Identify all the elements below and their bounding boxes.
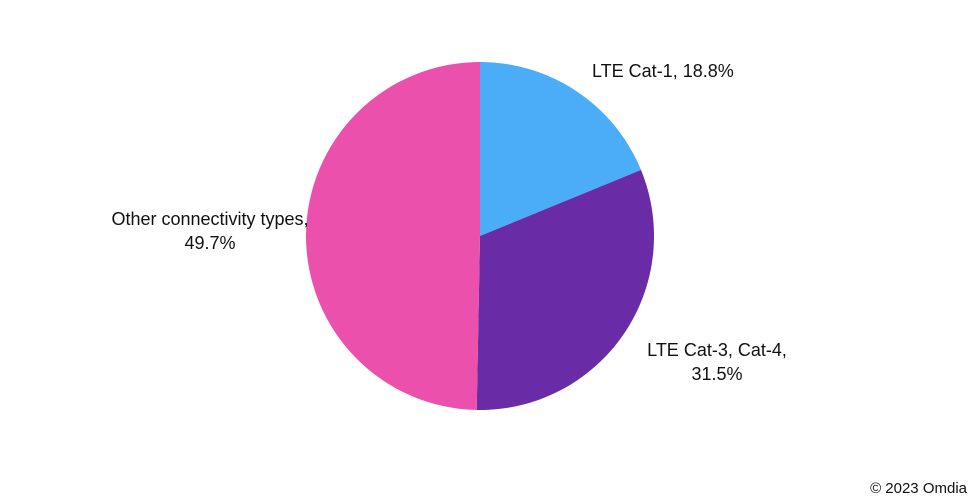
pie-slice-lte-cat-3-cat-4	[476, 169, 655, 411]
pie-slice-lte-cat-1	[480, 62, 641, 236]
pie-slice-other-connectivity-types	[305, 62, 480, 410]
pie-slices	[305, 62, 655, 411]
slice-label-lte-cat-3-cat-4: LTE Cat-3, Cat-4, 31.5%	[647, 340, 787, 384]
copyright-notice: © 2023 Omdia	[870, 480, 967, 497]
slice-label-other-connectivity-types: Other connectivity types, 49.7%	[111, 209, 309, 253]
slice-label-lte-cat-1: LTE Cat-1, 18.8%	[592, 61, 734, 81]
